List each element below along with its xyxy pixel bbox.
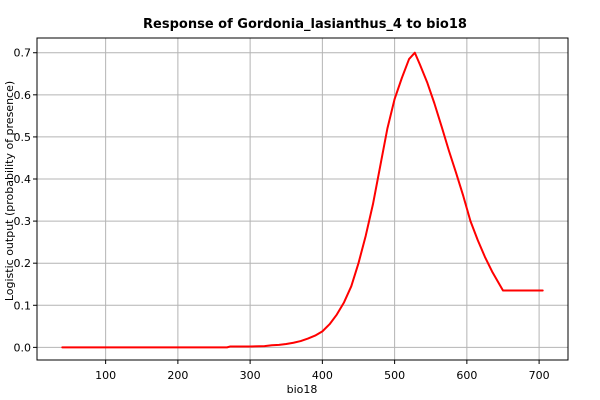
x-tick-label: 700	[529, 369, 550, 382]
y-tick-label: 0.3	[14, 215, 32, 228]
y-tick-label: 0.2	[14, 257, 32, 270]
series-line-0	[61, 51, 544, 349]
x-tick-label: 200	[167, 369, 188, 382]
x-tick-label: 300	[240, 369, 261, 382]
x-tick-label: 600	[456, 369, 477, 382]
x-tick-label: 100	[95, 369, 116, 382]
y-tick-label: 0.6	[14, 89, 32, 102]
y-tick-label: 0.1	[14, 299, 32, 312]
y-tick-label: 0.4	[14, 173, 32, 186]
y-tick-label: 0.0	[14, 341, 32, 354]
y-tick-label: 0.7	[14, 47, 32, 60]
x-axis-label: bio18	[287, 383, 318, 396]
plot-area-frame	[36, 37, 569, 361]
grid	[37, 38, 568, 360]
axis-ticks: 100 200 300 400 500 600 700 0.0 0.1 0.2 0.3 0.4 0.5 0…	[14, 47, 550, 382]
y-tick-label: 0.5	[14, 131, 32, 144]
y-axis-label: Logistic output (probability of presence…	[3, 81, 16, 301]
x-tick-label: 500	[384, 369, 405, 382]
chart-title: Response of Gordonia_lasianthus_4 to bio…	[143, 17, 467, 32]
series-layer	[61, 51, 544, 349]
x-tick-label: 400	[312, 369, 333, 382]
